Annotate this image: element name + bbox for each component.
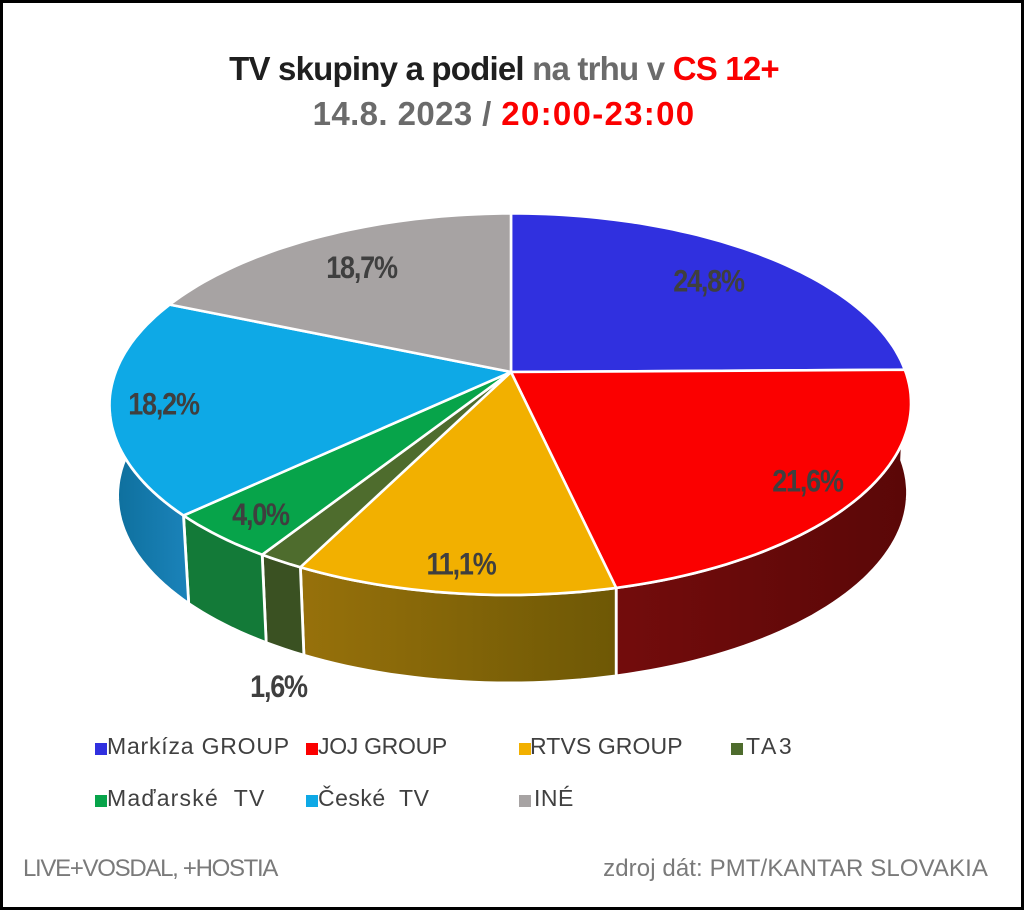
svg-text:1,6%: 1,6%	[250, 670, 308, 704]
svg-text:18,7%: 18,7%	[326, 251, 398, 285]
svg-text:11,1%: 11,1%	[426, 548, 496, 582]
svg-text:4,0%: 4,0%	[232, 498, 290, 532]
svg-text:24,8%: 24,8%	[673, 265, 745, 299]
svg-text:18,2%: 18,2%	[128, 388, 200, 422]
svg-text:21,6%: 21,6%	[772, 465, 844, 499]
